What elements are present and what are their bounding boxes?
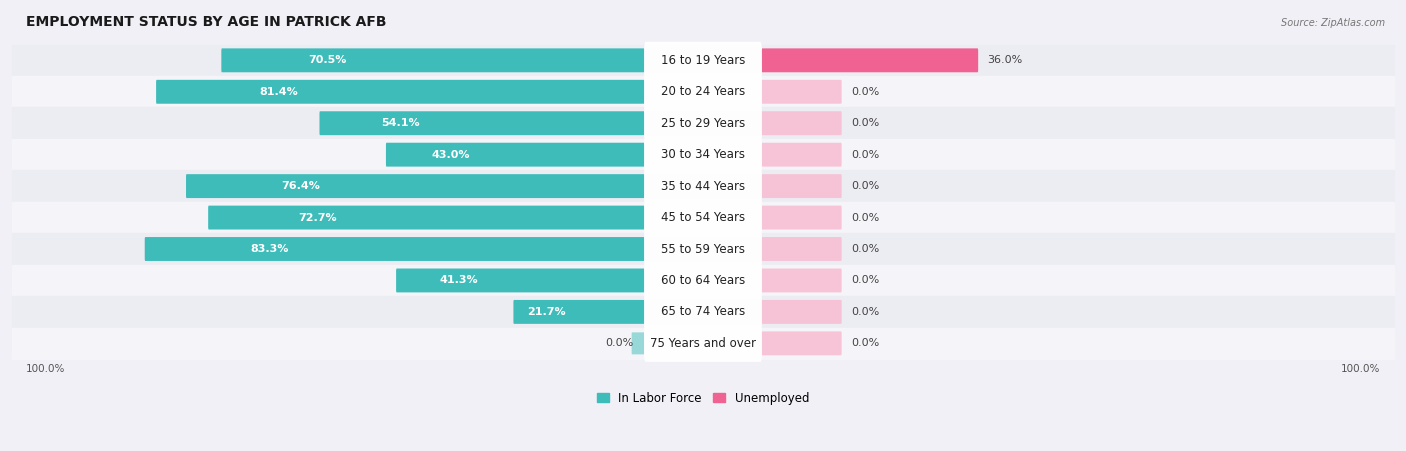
FancyBboxPatch shape [644, 105, 762, 142]
Bar [13, 296, 1393, 327]
Text: 55 to 59 Years: 55 to 59 Years [661, 243, 745, 256]
FancyBboxPatch shape [319, 111, 644, 135]
Text: 54.1%: 54.1% [381, 118, 420, 128]
FancyBboxPatch shape [208, 206, 644, 230]
Text: 76.4%: 76.4% [281, 181, 321, 191]
Bar [13, 202, 1393, 233]
Text: 70.5%: 70.5% [308, 55, 346, 65]
Text: 75 Years and over: 75 Years and over [650, 337, 756, 350]
Text: 100.0%: 100.0% [1341, 364, 1381, 374]
Legend: In Labor Force, Unemployed: In Labor Force, Unemployed [592, 387, 814, 410]
Text: 81.4%: 81.4% [259, 87, 298, 97]
FancyBboxPatch shape [644, 199, 762, 236]
Text: 16 to 19 Years: 16 to 19 Years [661, 54, 745, 67]
FancyBboxPatch shape [644, 325, 762, 362]
Text: 25 to 29 Years: 25 to 29 Years [661, 117, 745, 130]
Text: 0.0%: 0.0% [851, 244, 879, 254]
Text: 0.0%: 0.0% [851, 276, 879, 285]
FancyBboxPatch shape [396, 268, 644, 292]
FancyBboxPatch shape [156, 80, 644, 104]
Bar [13, 265, 1393, 296]
FancyBboxPatch shape [385, 143, 644, 166]
Bar [13, 327, 1393, 359]
Text: 20 to 24 Years: 20 to 24 Years [661, 85, 745, 98]
Text: 60 to 64 Years: 60 to 64 Years [661, 274, 745, 287]
FancyBboxPatch shape [644, 42, 762, 79]
Text: 45 to 54 Years: 45 to 54 Years [661, 211, 745, 224]
Text: 30 to 34 Years: 30 to 34 Years [661, 148, 745, 161]
FancyBboxPatch shape [221, 48, 644, 72]
FancyBboxPatch shape [631, 332, 644, 354]
FancyBboxPatch shape [513, 300, 644, 324]
Text: EMPLOYMENT STATUS BY AGE IN PATRICK AFB: EMPLOYMENT STATUS BY AGE IN PATRICK AFB [25, 15, 387, 29]
Text: 36.0%: 36.0% [987, 55, 1022, 65]
FancyBboxPatch shape [644, 136, 762, 173]
FancyBboxPatch shape [145, 237, 644, 261]
FancyBboxPatch shape [644, 73, 762, 110]
Text: 83.3%: 83.3% [250, 244, 290, 254]
FancyBboxPatch shape [762, 111, 842, 135]
FancyBboxPatch shape [644, 230, 762, 267]
FancyBboxPatch shape [186, 174, 644, 198]
FancyBboxPatch shape [762, 237, 842, 261]
Text: 41.3%: 41.3% [439, 276, 478, 285]
Text: 72.7%: 72.7% [298, 212, 337, 222]
FancyBboxPatch shape [762, 268, 842, 292]
FancyBboxPatch shape [644, 262, 762, 299]
FancyBboxPatch shape [762, 80, 842, 104]
Text: 35 to 44 Years: 35 to 44 Years [661, 179, 745, 193]
Text: 0.0%: 0.0% [606, 338, 634, 348]
Text: 0.0%: 0.0% [851, 118, 879, 128]
Text: 43.0%: 43.0% [432, 150, 470, 160]
Bar [13, 170, 1393, 202]
Text: 0.0%: 0.0% [851, 87, 879, 97]
Text: 0.0%: 0.0% [851, 150, 879, 160]
FancyBboxPatch shape [762, 143, 842, 166]
FancyBboxPatch shape [762, 206, 842, 230]
FancyBboxPatch shape [762, 174, 842, 198]
FancyBboxPatch shape [644, 293, 762, 331]
Text: 0.0%: 0.0% [851, 307, 879, 317]
Text: 0.0%: 0.0% [851, 181, 879, 191]
Bar [13, 45, 1393, 76]
FancyBboxPatch shape [762, 331, 842, 355]
Text: 21.7%: 21.7% [527, 307, 565, 317]
Bar [13, 76, 1393, 107]
Bar [13, 139, 1393, 170]
Text: 0.0%: 0.0% [851, 338, 879, 348]
FancyBboxPatch shape [762, 48, 979, 72]
Text: 65 to 74 Years: 65 to 74 Years [661, 305, 745, 318]
FancyBboxPatch shape [644, 168, 762, 205]
Bar [13, 233, 1393, 265]
Text: 0.0%: 0.0% [851, 212, 879, 222]
Bar [13, 107, 1393, 139]
Text: Source: ZipAtlas.com: Source: ZipAtlas.com [1281, 18, 1385, 28]
Text: 100.0%: 100.0% [25, 364, 65, 374]
FancyBboxPatch shape [762, 300, 842, 324]
